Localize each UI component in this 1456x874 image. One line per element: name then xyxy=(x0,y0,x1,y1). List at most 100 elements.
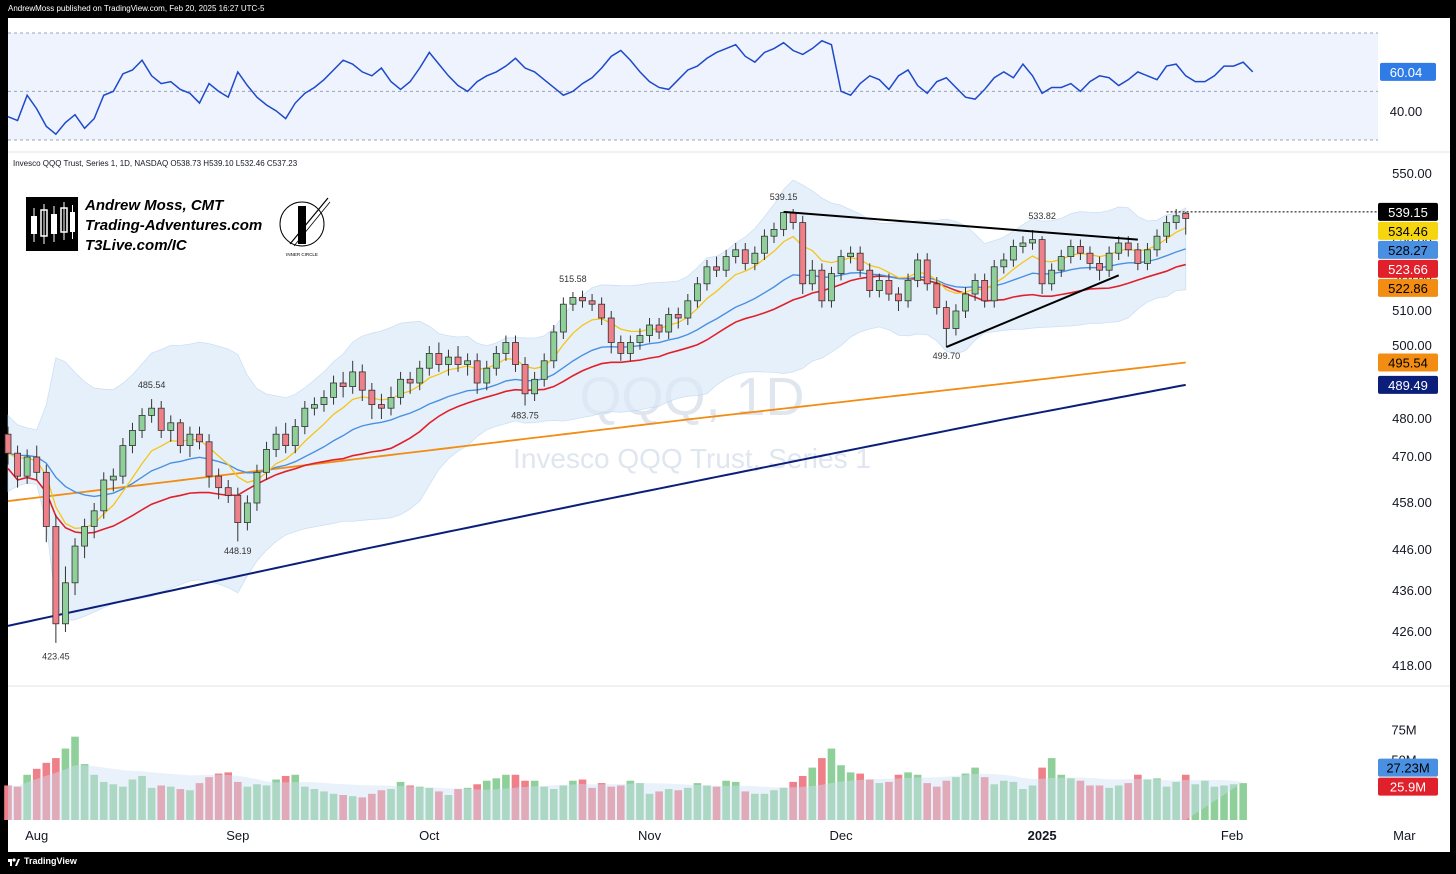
volume-bar xyxy=(1220,785,1228,820)
volume-bar xyxy=(1057,774,1066,820)
volume-label-bg xyxy=(1378,777,1438,796)
volume-bar xyxy=(1181,774,1190,820)
volume-bar xyxy=(578,779,587,820)
volume-bar xyxy=(626,780,635,820)
candle-body xyxy=(23,456,31,477)
candle-body xyxy=(521,364,529,395)
volume-bar xyxy=(1028,785,1037,820)
inner-circle-logo-icon: INNER CIRCLE xyxy=(279,197,331,257)
candle-body xyxy=(14,452,21,477)
price-label-bg xyxy=(1378,278,1438,297)
time-axis[interactable]: Aug Sep Oct Nov Dec 2025 Feb Mar xyxy=(25,828,1416,843)
volume-bar xyxy=(1143,779,1152,820)
candle-body xyxy=(1029,239,1036,244)
candle-body xyxy=(885,279,893,295)
x-axis-label: Nov xyxy=(638,828,662,843)
volume-bar xyxy=(234,781,242,820)
volume-bar xyxy=(301,786,309,820)
volume-bar xyxy=(205,777,213,820)
candle-body xyxy=(291,426,299,447)
volume-bar xyxy=(339,795,347,820)
candle-body xyxy=(157,407,165,431)
candle-body xyxy=(358,371,366,391)
candle-body xyxy=(263,448,270,473)
volume-bar xyxy=(406,785,414,820)
rsi-line xyxy=(7,39,1254,136)
volume-bar xyxy=(530,780,539,820)
y-tick-label: 550.00 xyxy=(1392,166,1432,181)
volume-bar xyxy=(387,789,395,820)
price-label: 534.46 xyxy=(1388,224,1428,239)
volume-bar xyxy=(827,748,836,820)
candle-body xyxy=(837,256,845,275)
brand-line-2: Trading-Adventures.com xyxy=(85,217,263,234)
volume-bar xyxy=(99,781,108,820)
volume-bar xyxy=(272,779,280,820)
volume-bar xyxy=(789,781,797,820)
candle-body xyxy=(215,475,223,489)
candle-body xyxy=(425,352,433,369)
candle-body xyxy=(176,422,184,446)
x-axis-label: Sep xyxy=(226,828,249,843)
volume-bar xyxy=(377,790,386,820)
volume-bar xyxy=(320,791,328,820)
volume-bar xyxy=(473,784,481,820)
volume-bar xyxy=(588,787,596,820)
volume-bar xyxy=(923,783,931,820)
volume-bar xyxy=(138,775,146,820)
volume-bar xyxy=(846,772,855,820)
volume-bar xyxy=(128,779,137,820)
price-label: 495.54 xyxy=(1388,356,1428,371)
y-tick-label: 426.00 xyxy=(1392,624,1432,639)
rsi-band xyxy=(8,33,1378,140)
candle-body xyxy=(90,510,98,527)
rsi-value-label: 60.04 xyxy=(1390,65,1423,80)
sma100-line xyxy=(7,361,1186,502)
candle-body xyxy=(952,310,960,329)
volume-bar xyxy=(818,758,826,820)
price-annotation: 539.15 xyxy=(770,192,798,202)
candle-body xyxy=(445,356,452,365)
candle-body xyxy=(1048,269,1056,285)
candle-body xyxy=(186,433,194,447)
candle-body xyxy=(349,371,357,387)
volume-label: 27.23M xyxy=(1386,761,1429,776)
rsi-pane[interactable]: 60.04 40.00 xyxy=(7,32,1450,153)
price-label: 489.49 xyxy=(1388,378,1428,393)
volume-bar xyxy=(281,775,290,820)
candle-body xyxy=(914,259,922,281)
volume-bar xyxy=(712,786,721,820)
volume-bar xyxy=(4,785,12,820)
volume-bar xyxy=(511,774,520,820)
volume-bar xyxy=(741,791,750,820)
volume-bar xyxy=(636,783,644,820)
candle-body xyxy=(655,324,663,333)
volume-bar xyxy=(961,773,970,820)
candle-body xyxy=(52,526,60,625)
price-annotation: 448.19 xyxy=(224,546,252,556)
volume-bar xyxy=(607,786,616,820)
candle-body xyxy=(368,389,376,406)
volume-bar xyxy=(109,784,118,820)
y-tick-label: 480.00 xyxy=(1392,411,1432,426)
volume-bar xyxy=(329,793,338,820)
price-annotation: 483.75 xyxy=(511,410,539,420)
candle-body xyxy=(751,252,759,264)
ema8-line xyxy=(7,227,1186,529)
y-tick-label: 470.00 xyxy=(1392,449,1432,464)
candle-body xyxy=(397,378,404,398)
candle-body xyxy=(1096,262,1103,271)
volume-bar xyxy=(569,780,577,820)
volume-bar xyxy=(1019,789,1027,820)
price-annotation: 533.82 xyxy=(1028,211,1056,221)
volume-bar xyxy=(693,783,702,820)
volume-bar xyxy=(291,774,300,820)
candle-body xyxy=(1172,215,1180,224)
y-tick-label: 436.00 xyxy=(1392,583,1432,598)
volume-bar xyxy=(454,789,462,820)
y-tick-label: 446.00 xyxy=(1392,542,1432,557)
tradingview-footer[interactable]: TradingView xyxy=(8,856,77,866)
